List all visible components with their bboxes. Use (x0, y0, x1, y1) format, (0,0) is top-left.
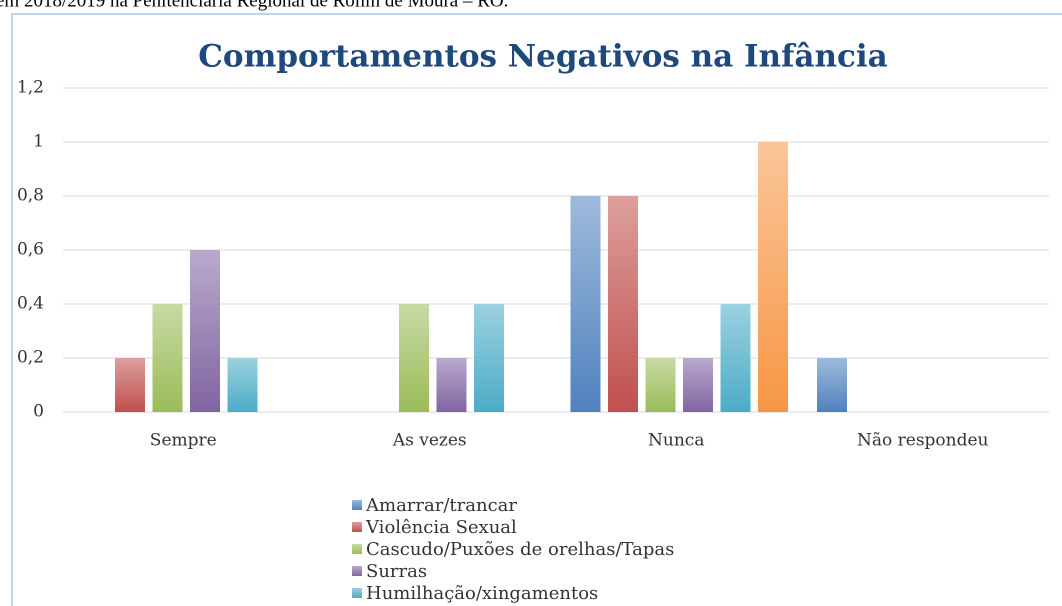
bar (720, 304, 751, 412)
bar (608, 196, 638, 412)
bar (683, 358, 713, 412)
bar (817, 358, 847, 412)
y-tick-label: 0 (33, 402, 44, 422)
x-tick-label: Não respondeu (857, 431, 989, 451)
chart-title: Comportamentos Negativos na Infância (198, 39, 888, 75)
bar (227, 358, 258, 412)
legend-swatch (352, 566, 362, 576)
bar (152, 304, 183, 412)
bar (645, 358, 676, 412)
bar (115, 358, 145, 412)
x-tick-label: As vezes (392, 431, 467, 451)
legend-label: Cascudo/Puxões de orelhas/Tapas (366, 539, 674, 560)
legend-swatch (352, 544, 362, 554)
x-tick-label: Nunca (648, 431, 704, 451)
bar (190, 250, 220, 412)
bar (570, 196, 601, 412)
header-text: em 2018/2019 na Penitenciária Regional d… (0, 0, 508, 11)
legend-label: Surras (366, 561, 427, 582)
y-tick-label: 0,6 (17, 240, 44, 260)
y-tick-label: 1 (33, 132, 44, 152)
legend-label: Amarrar/trancar (365, 495, 517, 516)
legend-label: Violência Sexual (365, 517, 517, 538)
y-tick-label: 0,8 (17, 186, 44, 206)
x-tick-label: Sempre (150, 431, 217, 451)
bar (436, 358, 467, 412)
legend-swatch (352, 522, 362, 532)
bar (758, 142, 788, 412)
y-tick-label: 0,4 (17, 294, 44, 314)
bar (474, 304, 504, 412)
y-tick-label: 0,2 (17, 348, 44, 368)
y-tick-label: 1,2 (17, 78, 44, 98)
legend-swatch (352, 588, 362, 598)
bar (399, 304, 429, 412)
legend-label: Humilhação/xingamentos (366, 583, 598, 604)
chart-frame (11, 13, 1062, 606)
legend-swatch (352, 500, 362, 510)
